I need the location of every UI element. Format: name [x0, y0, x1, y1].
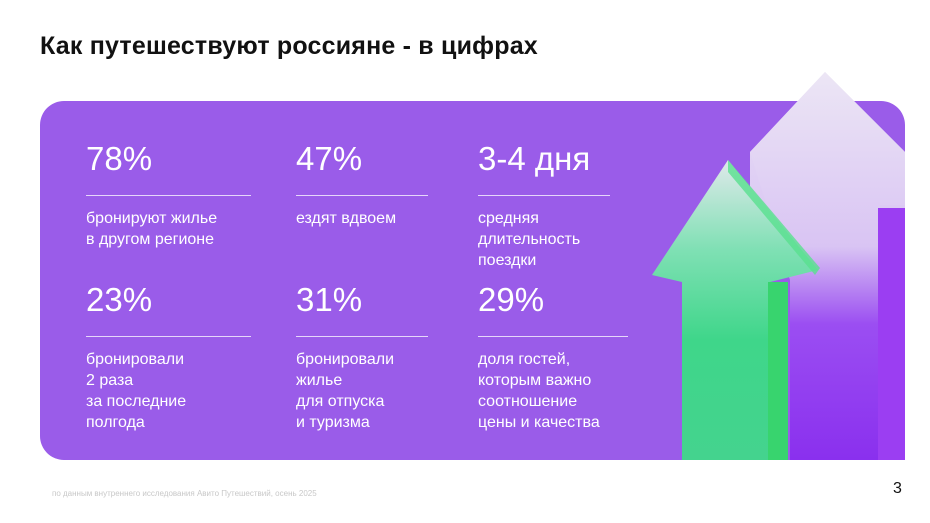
- stat-label: доля гостей, которым важно соотношение ц…: [478, 351, 600, 431]
- page-number: 3: [893, 480, 902, 497]
- stat-value: 3-4 дня: [478, 140, 591, 177]
- stat-label: бронировали жилье для отпуска и туризма: [296, 351, 395, 431]
- source-footnote: по данным внутреннего исследования Авито…: [52, 489, 317, 498]
- divider: [296, 195, 428, 196]
- divider: [86, 336, 251, 337]
- stat-label: бронировали 2 раза за последние полгода: [86, 351, 187, 431]
- purple-arrow-icon: [750, 72, 905, 460]
- stat-item: 31% бронировали жилье для отпуска и тури…: [296, 282, 428, 433]
- stat-value: 23%: [86, 281, 153, 318]
- divider: [86, 195, 251, 196]
- divider: [478, 336, 628, 337]
- slide-title: Как путешествуют россияне - в цифрах: [40, 32, 538, 60]
- stat-item: 29% доля гостей, которым важно соотношен…: [478, 282, 628, 433]
- stat-item: 3-4 дня средняя длительность поездки: [478, 141, 610, 271]
- stat-value: 29%: [478, 281, 545, 318]
- stat-item: 47% ездят вдвоем: [296, 141, 428, 229]
- divider: [296, 336, 428, 337]
- green-arrow-icon: [652, 160, 820, 460]
- stat-item: 23% бронировали 2 раза за последние полг…: [86, 282, 251, 433]
- stat-label: средняя длительность поездки: [478, 210, 581, 269]
- stat-label: бронируют жилье в другом регионе: [86, 210, 218, 248]
- stat-value: 47%: [296, 140, 363, 177]
- growth-arrows-illustration: [652, 72, 905, 460]
- stat-value: 31%: [296, 281, 363, 318]
- stat-value: 78%: [86, 140, 153, 177]
- stat-label: ездят вдвоем: [296, 210, 397, 227]
- divider: [478, 195, 610, 196]
- stat-item: 78% бронируют жилье в другом регионе: [86, 141, 251, 250]
